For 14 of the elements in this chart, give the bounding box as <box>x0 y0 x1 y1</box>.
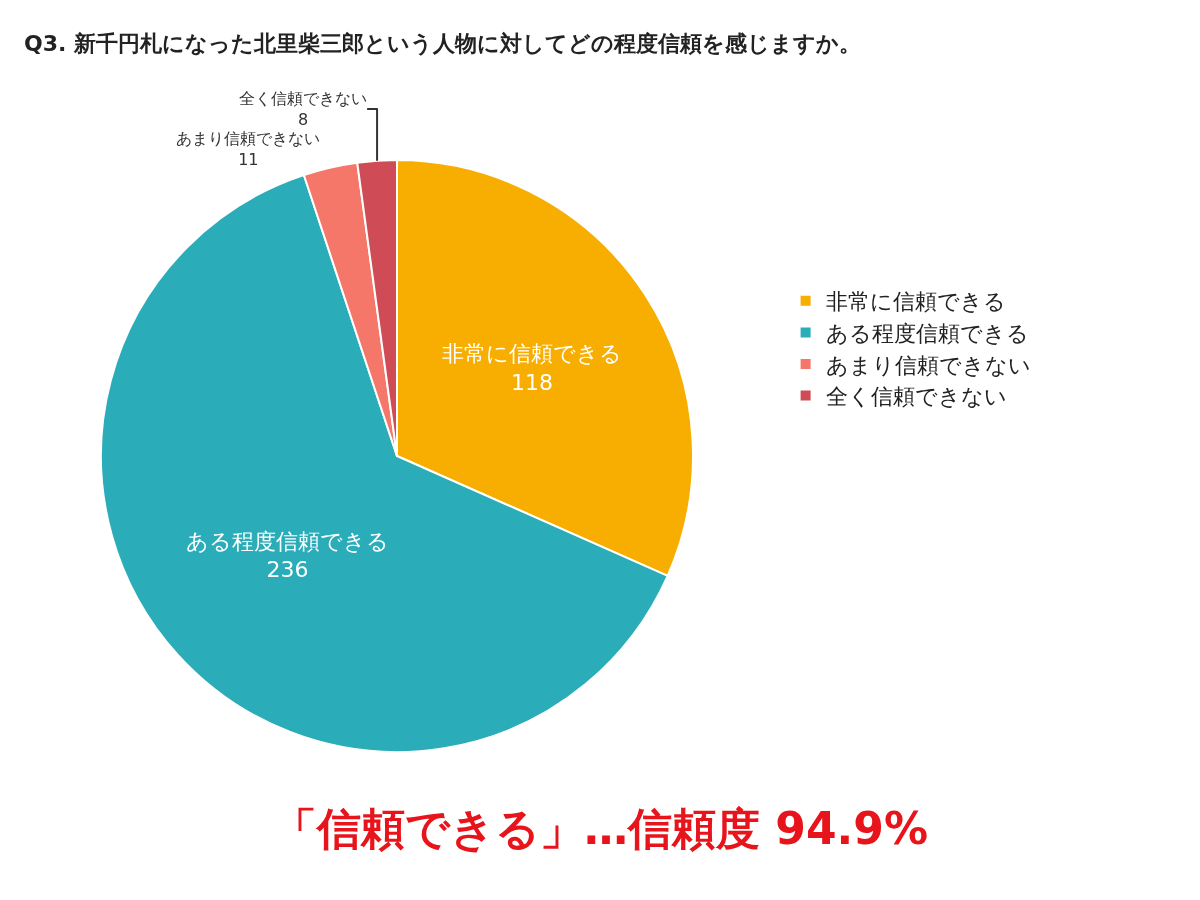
text: 「信頼できる」…信頼度 94.9% <box>273 803 928 854</box>
slice-label: 非常に信頼できる <box>441 341 622 367</box>
legend-label: 全く信頼できない <box>825 384 1007 410</box>
data-label: 118 <box>510 369 553 395</box>
chart-title: Q3. 新千円札になった北里柴三郎という人物に対してどの程度信頼を感じますか。 <box>24 31 862 57</box>
legend-label: 非常に信頼できる <box>825 289 1006 315</box>
legend-label: あまり信頼できない <box>825 352 1031 378</box>
legend-label: ある程度信頼できる <box>825 320 1029 346</box>
data-label: 8 <box>298 109 309 129</box>
slice-label: 全く信頼できない <box>239 89 368 109</box>
data-label: 11 <box>238 149 259 169</box>
slice-label: ある程度信頼できる <box>185 528 389 554</box>
slice-label: あまり信頼できない <box>176 128 321 148</box>
data-label: 236 <box>266 557 309 583</box>
